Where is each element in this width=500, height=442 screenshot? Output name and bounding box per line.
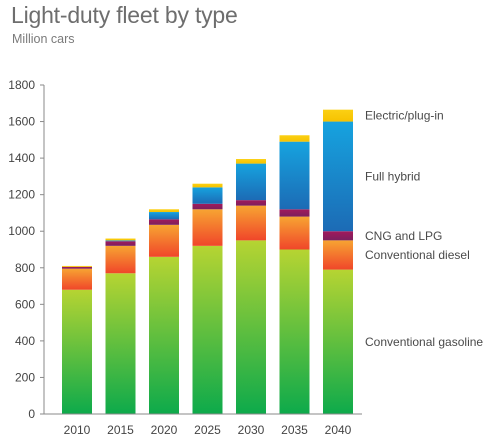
- x-tick-label: 2030: [238, 423, 265, 437]
- x-tick-label: 2025: [194, 423, 221, 437]
- bar-full-hybrid-2025: [192, 187, 223, 204]
- bar-conventional-gasoline-2035: [279, 249, 310, 414]
- x-tick-label: 2035: [281, 423, 308, 437]
- bar-electric-plug-in-2015: [105, 238, 136, 241]
- bar-conventional-diesel-2040: [323, 240, 353, 270]
- y-tick-label: 1200: [8, 188, 35, 202]
- x-tick-label: 2015: [107, 423, 134, 437]
- bar-electric-plug-in-2025: [192, 183, 223, 188]
- legend-label-cng-and-lpg: CNG and LPG: [365, 229, 442, 243]
- bar-full-hybrid-2015: [105, 240, 136, 242]
- bar-cng-and-lpg-2025: [192, 203, 223, 210]
- y-tick-label: 800: [15, 261, 35, 275]
- y-tick-label: 1600: [8, 115, 35, 129]
- y-tick-label: 400: [15, 334, 35, 348]
- bar-conventional-gasoline-2010: [62, 289, 92, 414]
- bar-conventional-diesel-2020: [149, 224, 179, 257]
- bar-full-hybrid-2035: [279, 141, 310, 210]
- bar-conventional-diesel-2010: [62, 268, 92, 290]
- bar-conventional-gasoline-2040: [323, 269, 353, 414]
- bar-conventional-diesel-2015: [105, 245, 136, 274]
- legend-label-conventional-gasoline: Conventional gasoline: [365, 335, 483, 349]
- bar-conventional-gasoline-2020: [149, 256, 179, 414]
- bar-conventional-gasoline-2015: [105, 273, 136, 414]
- legend-label-electric-plug-in: Electric/plug-in: [365, 109, 444, 123]
- y-tick-label: 600: [15, 297, 35, 311]
- bar-conventional-diesel-2030: [236, 205, 266, 241]
- bar-cng-and-lpg-2035: [279, 209, 310, 217]
- bar-electric-plug-in-2030: [236, 159, 266, 164]
- bar-cng-and-lpg-2020: [149, 219, 179, 225]
- legend-label-conventional-diesel: Conventional diesel: [365, 248, 470, 262]
- bar-cng-and-lpg-2030: [236, 200, 266, 206]
- y-tick-label: 1800: [8, 78, 35, 92]
- y-tick-label: 200: [15, 370, 35, 384]
- bar-cng-and-lpg-2040: [323, 231, 353, 241]
- y-tick-label: 1400: [8, 151, 35, 165]
- bar-full-hybrid-2020: [149, 212, 179, 220]
- bar-cng-and-lpg-2010: [62, 266, 92, 269]
- y-tick-label: 1000: [8, 224, 35, 238]
- bar-conventional-gasoline-2025: [192, 245, 223, 414]
- bar-full-hybrid-2030: [236, 163, 266, 201]
- bar-electric-plug-in-2020: [149, 209, 179, 213]
- chart-subtitle: Million cars: [12, 32, 75, 46]
- bar-electric-plug-in-2040: [323, 109, 353, 122]
- bar-electric-plug-in-2035: [279, 135, 310, 142]
- bar-full-hybrid-2040: [323, 121, 353, 232]
- x-tick-label: 2040: [325, 423, 352, 437]
- x-tick-label: 2020: [151, 423, 178, 437]
- bar-electric-plug-in-2010: [62, 265, 92, 267]
- chart-title: Light-duty fleet by type: [11, 2, 238, 28]
- bar-conventional-gasoline-2030: [236, 240, 266, 414]
- bar-conventional-diesel-2035: [279, 216, 310, 250]
- x-tick-label: 2010: [64, 423, 91, 437]
- legend-label-full-hybrid: Full hybrid: [365, 169, 420, 183]
- bar-conventional-diesel-2025: [192, 209, 223, 246]
- bar-cng-and-lpg-2015: [105, 241, 136, 246]
- y-tick-label: 0: [28, 407, 35, 421]
